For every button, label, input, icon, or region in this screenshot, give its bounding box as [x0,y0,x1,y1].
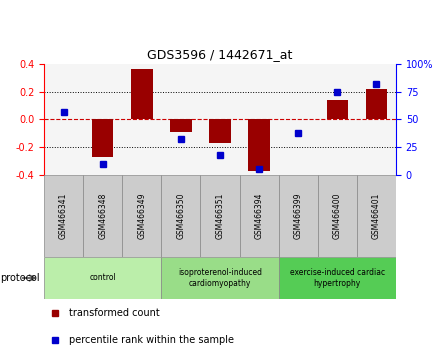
Bar [83,175,122,257]
Text: GSM466351: GSM466351 [216,193,224,239]
Text: GSM466350: GSM466350 [176,193,185,239]
Text: isoproterenol-induced
cardiomyopathy: isoproterenol-induced cardiomyopathy [178,268,262,288]
Bar [279,175,318,257]
Text: transformed count: transformed count [69,308,159,318]
Text: control: control [89,274,116,282]
Text: GSM466348: GSM466348 [98,193,107,239]
Title: GDS3596 / 1442671_at: GDS3596 / 1442671_at [147,48,293,61]
Bar [201,175,239,257]
Text: exercise-induced cardiac
hypertrophy: exercise-induced cardiac hypertrophy [290,268,385,288]
Bar [131,69,153,119]
Text: GSM466349: GSM466349 [137,193,146,239]
Bar [318,175,357,257]
Bar [44,175,83,257]
Text: GSM466399: GSM466399 [294,193,303,239]
Bar [122,175,161,257]
Bar [161,175,201,257]
Bar [44,257,161,299]
Bar [209,119,231,143]
Text: GSM466401: GSM466401 [372,193,381,239]
Bar [92,119,114,157]
Bar [366,89,387,119]
Bar [326,100,348,119]
Text: protocol: protocol [0,273,40,283]
Text: GSM466400: GSM466400 [333,193,342,239]
Bar [170,119,192,132]
Bar [248,119,270,171]
Bar [161,257,279,299]
Bar [357,175,396,257]
Text: GSM466394: GSM466394 [255,193,264,239]
Bar [279,257,396,299]
Text: GSM466341: GSM466341 [59,193,68,239]
Bar [239,175,279,257]
Text: percentile rank within the sample: percentile rank within the sample [69,335,234,345]
